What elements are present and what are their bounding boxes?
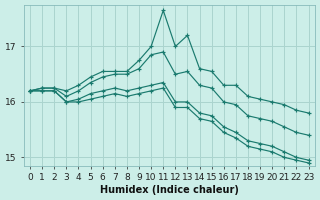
X-axis label: Humidex (Indice chaleur): Humidex (Indice chaleur) bbox=[100, 185, 239, 195]
